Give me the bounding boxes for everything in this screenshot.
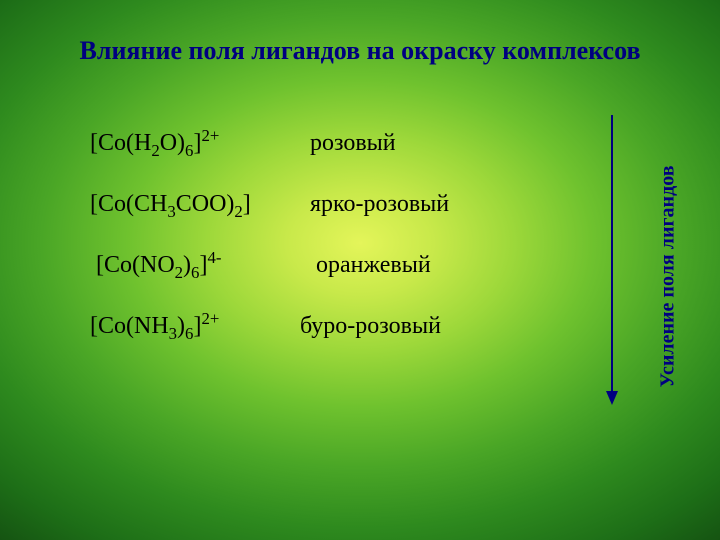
list-item: [Co(H2O)6]2+розовый [90,130,520,157]
ligand-field-arrow: Усиление поля лигандов [560,115,620,415]
color-name: буро-розовый [300,313,520,340]
color-name: розовый [310,130,520,157]
list-item: [Co(NO2)6]4-оранжевый [90,252,520,279]
slide: Влияние поля лигандов на окраску комплек… [0,0,720,540]
complex-formula: [Co(NH3)6]2+ [90,313,310,340]
list-item: [Co(NH3)6]2+буро-розовый [90,313,520,340]
complex-list: [Co(H2O)6]2+розовый [Co(CH3COO)2]ярко-роз… [90,130,520,374]
down-arrow-icon [604,115,624,415]
complex-formula: [Co(NO2)6]4- [96,252,316,279]
list-item: [Co(CH3COO)2]ярко-розовый [90,191,520,218]
complex-formula: [Co(CH3COO)2] [90,191,310,218]
arrow-label: Усиление поля лигандов [657,127,680,427]
color-name: оранжевый [316,252,520,279]
slide-title: Влияние поля лигандов на окраску комплек… [0,36,720,66]
color-name: ярко-розовый [310,191,520,218]
complex-formula: [Co(H2O)6]2+ [90,130,310,157]
